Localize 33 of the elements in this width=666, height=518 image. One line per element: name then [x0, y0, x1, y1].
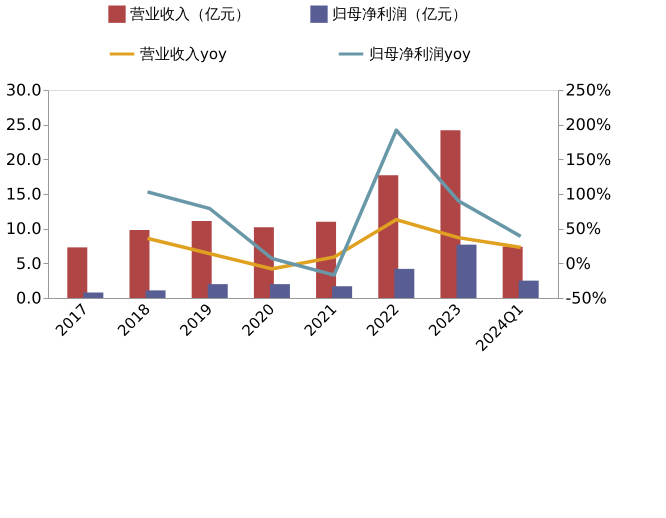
bar: [332, 286, 352, 298]
bar: [502, 246, 523, 298]
y-tick-label: 5.0: [16, 254, 42, 273]
bar: [518, 280, 539, 298]
legend-label: 营业收入yoy: [140, 45, 228, 63]
line-series: [146, 218, 522, 271]
y2-tick-label: 200%: [566, 115, 612, 134]
y2-tick-label: 0%: [566, 254, 591, 273]
y2-tick-label: 250%: [566, 80, 612, 100]
y-tick-label: 20.0: [6, 150, 42, 169]
y-tick-label: 15.0: [6, 184, 42, 204]
bar: [208, 284, 228, 298]
bar: [270, 284, 290, 298]
y-tick-label: 0.0: [16, 288, 42, 308]
bar: [67, 247, 88, 298]
y2-tick-label: -50%: [566, 288, 607, 308]
y-tick-label: 10.0: [6, 219, 42, 238]
bar: [192, 221, 212, 298]
y2-tick-label: 50%: [566, 219, 602, 238]
legend-label: 营业收入（亿元）: [130, 5, 250, 24]
bar: [83, 292, 104, 298]
bar: [378, 175, 398, 298]
legend-label: 归母净利润（亿元）: [332, 5, 467, 24]
y2-tick-label: 150%: [566, 150, 612, 169]
y-tick-label: 30.0: [6, 80, 42, 100]
bar: [394, 268, 414, 298]
legend-label: 归母净利润yoy: [369, 45, 472, 63]
y2-tick-label: 100%: [566, 184, 612, 204]
line-series: [146, 128, 522, 277]
bar: [129, 230, 150, 298]
bar: [146, 290, 166, 298]
y-tick-label: 25.0: [6, 115, 42, 134]
bar: [456, 244, 477, 298]
